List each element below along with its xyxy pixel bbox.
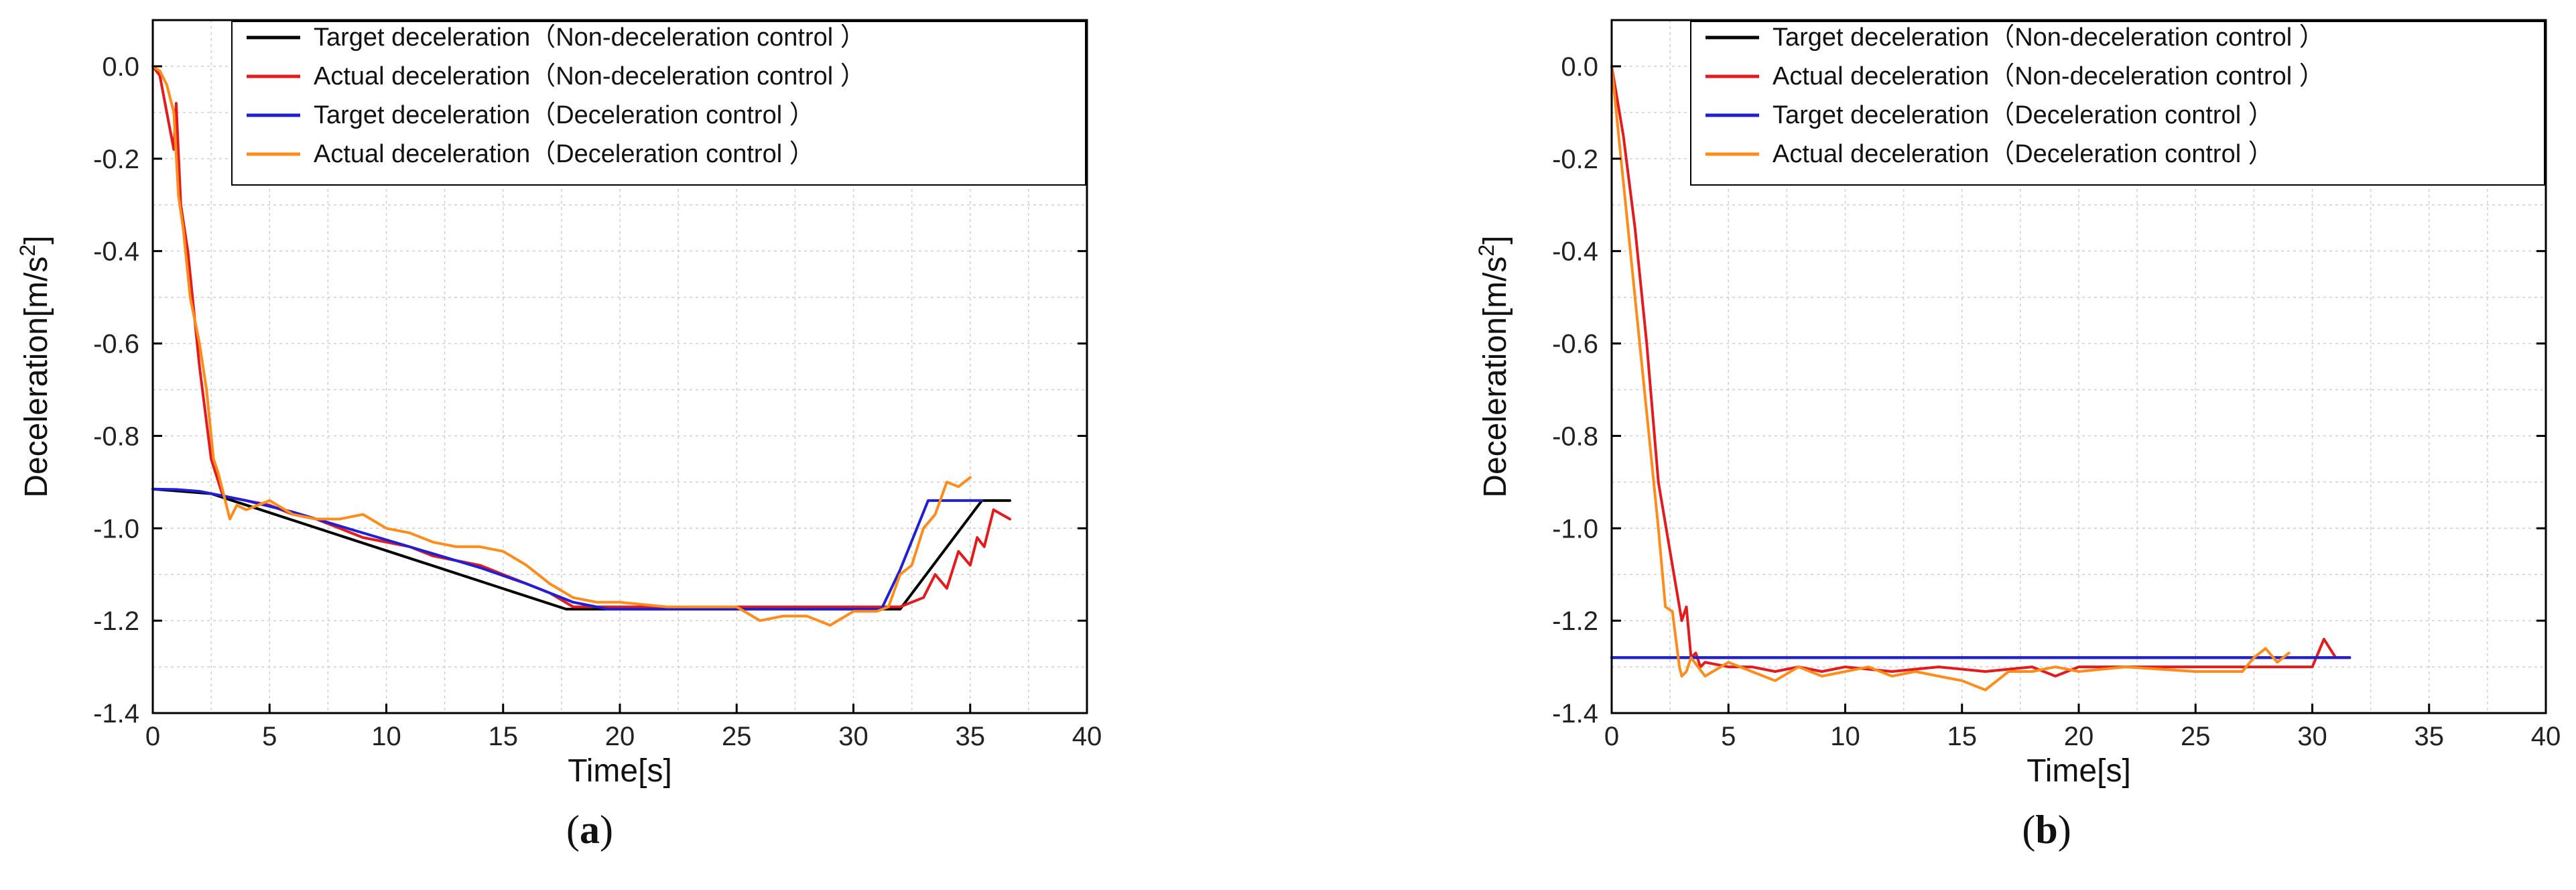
x-tick-label: 0 xyxy=(1604,722,1619,751)
legend-label-1: Target deceleration（Non-deceleration con… xyxy=(314,23,866,52)
y-tick-label: -1.0 xyxy=(1552,514,1598,544)
x-tick-label: 40 xyxy=(1072,722,1102,751)
x-tick-label: 15 xyxy=(1947,722,1978,751)
x-tick-label: 20 xyxy=(2064,722,2094,751)
x-tick-label: 25 xyxy=(722,722,752,751)
x-tick-label: 10 xyxy=(371,722,401,751)
x-tick-label: 10 xyxy=(1830,722,1860,751)
x-tick-label: 5 xyxy=(1721,722,1736,751)
x-tick-label: 40 xyxy=(2531,722,2561,751)
y-tick-label: -0.6 xyxy=(93,330,139,359)
legend-box xyxy=(231,21,1086,186)
y-tick-label: -0.8 xyxy=(93,422,139,451)
y-tick-label: -0.6 xyxy=(1552,330,1598,359)
legend-label-1: Target deceleration（Non-deceleration con… xyxy=(1773,23,2325,52)
y-tick-label: 0.0 xyxy=(102,52,139,82)
legend-label-4: Actual deceleration（Deceleration control… xyxy=(314,140,815,168)
series-line-3 xyxy=(151,487,984,611)
panel-a: 0 5 10 15 20 25 30 35 40 0.0 -0.2 -0.4 -0.6 -0.8 -1.0 -… xyxy=(15,19,1102,852)
panel-caption: (b) xyxy=(2022,808,2071,852)
panel-caption: (a) xyxy=(566,808,613,852)
y-tick-label: -0.2 xyxy=(1552,145,1598,174)
x-tick-label: 35 xyxy=(2414,722,2445,751)
y-tick-label: -1.2 xyxy=(93,607,139,636)
x-axis-title: Time[s] xyxy=(568,753,672,789)
y-tick-label: 0.0 xyxy=(1561,52,1598,82)
x-tick-label: 20 xyxy=(605,722,635,751)
x-tick-label: 30 xyxy=(2297,722,2327,751)
y-tick-label: -1.4 xyxy=(1552,699,1598,728)
x-axis-title: Time[s] xyxy=(2026,753,2131,789)
panel-b: 0 5 10 15 20 25 30 35 40 0.0 -0.2 -0.4 -0.6 -0.8 -1.0 -… xyxy=(1474,19,2561,852)
x-tick-label: 15 xyxy=(489,722,519,751)
y-tick-label: -0.4 xyxy=(93,237,139,267)
x-tick-label: 5 xyxy=(262,722,277,751)
y-tick-label: -1.2 xyxy=(1552,607,1598,636)
legend-label-2: Actual deceleration（Non-deceleration con… xyxy=(314,62,866,90)
legend-label-4: Actual deceleration（Deceleration control… xyxy=(1773,140,2274,168)
legend-label-2: Actual deceleration（Non-deceleration con… xyxy=(1773,62,2325,90)
legend-label-3: Target deceleration（Deceleration control… xyxy=(314,101,815,129)
y-tick-label: -0.2 xyxy=(93,145,139,174)
legend-box xyxy=(1690,21,2545,186)
x-tick-label: 35 xyxy=(956,722,986,751)
series-line-4 xyxy=(1610,64,2291,692)
y-tick-label: -0.8 xyxy=(1552,422,1598,451)
y-tick-label: -1.0 xyxy=(93,514,139,544)
x-tick-label: 25 xyxy=(2181,722,2211,751)
y-tick-label: -1.4 xyxy=(93,699,139,728)
y-axis-title: Deceleration[m/s2] xyxy=(15,235,54,497)
y-tick-label: -0.4 xyxy=(1552,237,1598,267)
x-tick-label: 30 xyxy=(838,722,868,751)
legend-label-3: Target deceleration（Deceleration control… xyxy=(1773,101,2274,129)
y-axis-title: Deceleration[m/s2] xyxy=(1474,235,1513,497)
x-tick-label: 0 xyxy=(145,722,160,751)
series-line-4 xyxy=(151,64,972,627)
